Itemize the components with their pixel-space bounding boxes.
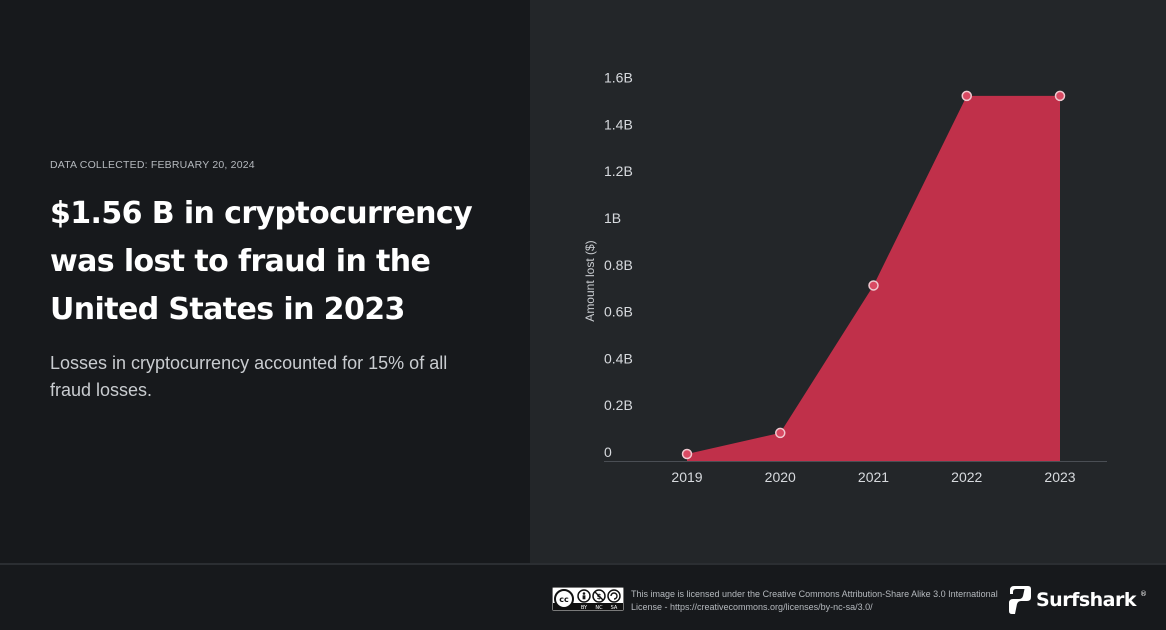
data-point-2020[interactable] [775,427,786,439]
surfshark-logo-icon [1009,586,1031,614]
registered-mark: ® [1140,590,1148,598]
area-series [687,95,1060,462]
svg-text:$: $ [597,593,602,601]
subtext: Losses in cryptocurrency accounted for 1… [50,353,448,400]
sa-icon [607,589,621,603]
badge-label-sa: SA [611,605,618,611]
headline: $1.56 B in cryptocurrency was lost to fr… [50,196,473,327]
y-tick-label: 1.6B [604,70,633,86]
left-panel [0,0,530,563]
y-tick-label: 0.2B [604,397,633,413]
license-text[interactable]: This image is licensed under the Creativ… [631,589,998,612]
data-point-2023[interactable] [1054,90,1066,102]
y-tick-label: 1.4B [604,116,633,132]
y-tick-label: 0.4B [604,350,633,366]
x-tick-label: 2023 [1044,469,1075,485]
surfshark-brand[interactable]: Surfshark ® [1008,584,1147,616]
badge-label-by: BY [581,605,588,611]
y-tick-label: 1B [604,210,621,226]
data-collected-label: DATA COLLECTED: FEBRUARY 20, 2024 [50,159,255,171]
badge-label-nc: NC [595,605,603,611]
y-tick-label: 0.8B [604,257,633,273]
brand-name: Surfshark [1036,589,1137,611]
x-tick-label: 2020 [765,469,796,485]
y-tick-label: 0.6B [604,304,633,320]
nc-icon: $ [592,589,606,603]
y-tick-label: 1.2B [604,163,633,179]
x-tick-label: 2021 [858,469,889,485]
data-point-2021[interactable] [868,280,879,291]
svg-text:cc: cc [559,595,569,604]
cc-license-badge[interactable]: cc $ BY NC SA [552,587,624,611]
x-tick-label: 2022 [951,469,982,485]
data-point-2022[interactable] [961,90,972,102]
data-point-2019[interactable] [681,448,693,460]
by-icon [577,589,591,603]
x-tick-label: 2019 [671,469,702,485]
y-tick-label: 0 [604,444,612,460]
area-chart: 0 0.2B 0.4B 0.6B 0.8B 1B 1.2B 1.4B 1.6B Amount l… [583,70,1107,485]
cc-icon: cc [554,589,574,609]
y-axis-title: Amount lost ($) [583,240,597,321]
